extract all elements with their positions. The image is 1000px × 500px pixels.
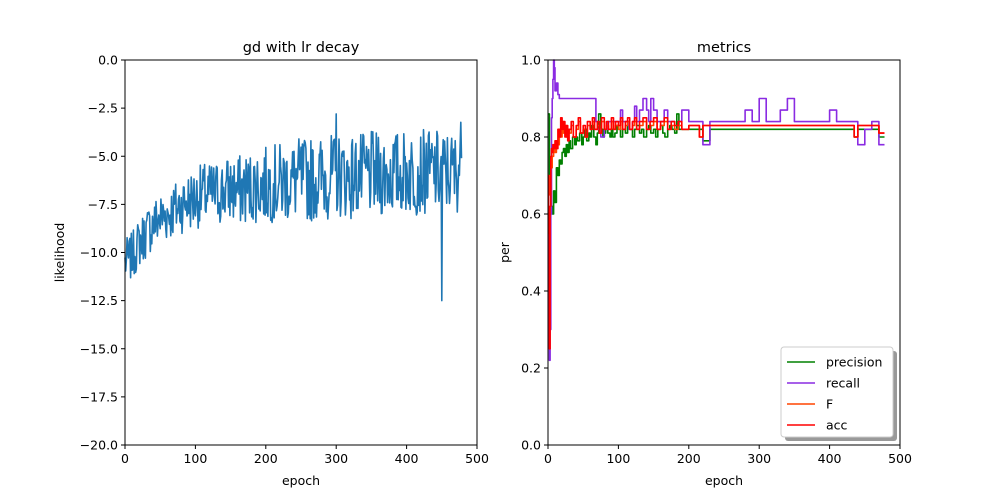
y-tick-label: 1.0 [521, 53, 541, 68]
x-axis-label: epoch [282, 473, 320, 488]
acc-series-line [547, 117, 885, 350]
y-tick-label: −2.5 [88, 101, 118, 116]
likelihood-chart: gd with lr decay 0 100 200 300 400 500 0.0 −2.5… [52, 40, 489, 488]
y-tick-label: −15.0 [80, 341, 118, 356]
y-tick-label: 0.0 [521, 438, 541, 453]
y-tick-label: 0.6 [521, 207, 541, 222]
y-tick-label: 0.0 [98, 53, 118, 68]
x-tick-label: 300 [324, 451, 348, 466]
x-tick-label: 0 [544, 451, 552, 466]
y-tick-label: −17.5 [80, 389, 118, 404]
y-axis-label: likelihood [52, 223, 67, 283]
y-tick-label: −12.5 [80, 293, 118, 308]
chart-title: gd with lr decay [243, 40, 360, 56]
x-tick-label: 200 [677, 451, 701, 466]
x-tick-label: 200 [254, 451, 278, 466]
legend-label-precision: precision [826, 355, 882, 370]
x-tick-label: 100 [183, 451, 207, 466]
y-tick-label: −7.5 [88, 197, 118, 212]
y-axis-label: per [497, 241, 512, 263]
y-tick-label: −20.0 [80, 438, 118, 453]
axes-frame [124, 59, 478, 446]
y-tick-label: −10.0 [80, 245, 118, 260]
x-axis-label: epoch [705, 473, 743, 488]
metrics-chart: metrics 0 100 200 300 400 500 0.0 0.2 0.4 0.6 0.8 1… [497, 40, 912, 488]
recall-series-line [547, 59, 885, 362]
likelihood-series-line [124, 113, 463, 302]
legend-label-F: F [826, 397, 833, 412]
y-tick-label: 0.2 [521, 361, 541, 376]
x-tick-label: 500 [465, 451, 489, 466]
x-tick-label: 400 [818, 451, 842, 466]
plot-area: 0 100 200 300 400 500 0.0 −2.5 −5.0 −7.5 −10.0 −12.… [80, 53, 489, 467]
y-tick-label: −5.0 [88, 149, 118, 164]
y-tick-label: 0.4 [521, 284, 541, 299]
plot-area: 0 100 200 300 400 500 0.0 0.2 0.4 0.6 0.8 1.0 [521, 53, 912, 467]
chart-title: metrics [697, 40, 751, 56]
x-tick-label: 500 [888, 451, 912, 466]
legend-label-acc: acc [826, 418, 848, 433]
x-tick-label: 100 [606, 451, 630, 466]
x-tick-label: 300 [747, 451, 771, 466]
legend-label-recall: recall [826, 376, 860, 391]
x-tick-label: 0 [121, 451, 129, 466]
x-tick-label: 400 [395, 451, 419, 466]
legend-box [780, 346, 894, 438]
axes-frame [547, 59, 901, 446]
y-tick-label: 0.8 [521, 130, 541, 145]
